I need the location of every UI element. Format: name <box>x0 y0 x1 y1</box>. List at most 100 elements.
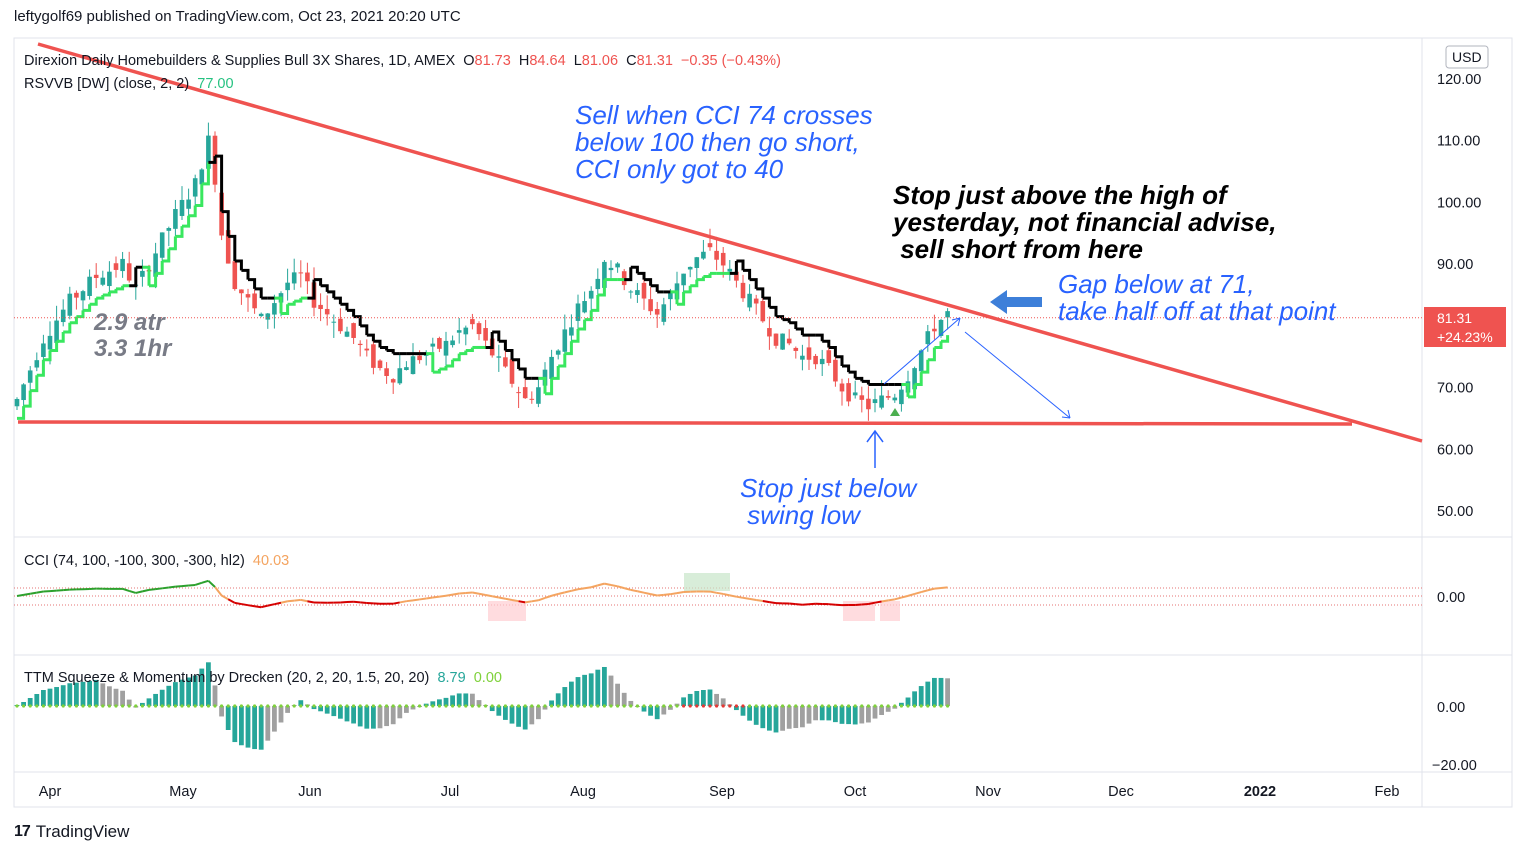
ttm-squeeze-dot <box>913 704 917 708</box>
rsvvb-segment <box>201 162 210 186</box>
rsvvb-segment <box>76 310 85 319</box>
ttm-squeeze-dot <box>833 704 838 708</box>
cci-segment <box>525 600 532 604</box>
rsvvb-segment <box>512 358 521 370</box>
ttm-bar <box>54 687 59 706</box>
cci-segment <box>505 597 513 601</box>
ttm-squeeze-dot <box>418 704 422 708</box>
ttm-squeeze-dot <box>682 704 686 708</box>
tradingview-brand[interactable]: 17 TradingView <box>14 822 129 842</box>
rsvvb-segment <box>545 378 554 396</box>
ttm-squeeze-dot <box>94 704 98 708</box>
ttm-squeeze-dot <box>220 704 224 708</box>
candle-body <box>582 301 587 313</box>
candle-body <box>159 232 165 258</box>
ttm-bar <box>496 706 502 716</box>
candle-body <box>509 359 515 384</box>
ttm-squeeze-dot <box>767 704 772 708</box>
chart-canvas[interactable]: 120.00 110.00 100.00 90.00 70.00 60.00 50.00 US… <box>0 0 1525 815</box>
annotation-text: sell short from here <box>893 234 1143 264</box>
ttm-bar <box>707 689 713 706</box>
rsvvb-segment <box>228 234 237 262</box>
cci-segment <box>756 598 763 603</box>
cci-segment <box>353 600 361 604</box>
ttm-bar <box>608 675 614 706</box>
ttm-bar <box>126 699 132 706</box>
price-tick-label: 120.00 <box>1437 72 1481 88</box>
ohlc-part: H <box>519 53 529 69</box>
ttm-bar <box>938 677 944 706</box>
ttm-bar <box>430 701 436 706</box>
cci-segment <box>30 591 37 595</box>
rsvvb-segment <box>597 279 606 297</box>
cci-segment <box>940 586 948 590</box>
ttm-bar <box>932 677 937 706</box>
ttm-squeeze-dot <box>754 704 758 708</box>
ttm-squeeze-dot <box>589 704 593 708</box>
cci-segment <box>492 595 499 599</box>
ttm-bar <box>74 682 79 706</box>
ttm-squeeze-dot <box>583 704 587 708</box>
ttm-bar <box>734 706 739 711</box>
ttm-bar <box>404 706 409 713</box>
rsvvb-segment <box>360 324 369 336</box>
cci-segment <box>135 590 143 594</box>
ttm-bar <box>410 706 416 710</box>
rsvvb-segment <box>677 291 686 306</box>
candle-body <box>225 230 231 264</box>
cci-segment <box>663 593 671 596</box>
rsvvb-segment <box>637 271 646 280</box>
ttm-bar <box>456 693 462 706</box>
cci-segment <box>934 587 942 590</box>
rsvvb-segment <box>551 365 560 380</box>
ttm-squeeze-dot <box>569 704 574 708</box>
ttm-bar <box>324 706 330 714</box>
ttm-bar <box>344 706 350 722</box>
ttm-squeeze-dot <box>28 704 32 708</box>
ttm-bar <box>232 706 238 743</box>
rsvvb-segment <box>941 335 950 343</box>
ttm-squeeze-dot <box>602 704 607 708</box>
candle-body <box>648 299 653 312</box>
cci-segment <box>459 591 466 595</box>
rsvvb-segment <box>690 279 699 288</box>
ttm-squeeze-dot <box>292 704 296 708</box>
ttm-bar <box>753 706 759 725</box>
ttm-squeeze-dot <box>35 704 39 708</box>
cci-segment <box>729 594 737 598</box>
tradingview-logo-icon: 17 <box>14 823 31 840</box>
ttm-squeeze-dot <box>497 704 501 708</box>
ttm-bar <box>767 706 772 731</box>
candle-body <box>654 309 660 315</box>
rsvvb-segment <box>815 333 824 342</box>
candle-body <box>555 350 561 355</box>
candle-body <box>285 282 290 291</box>
ttm-squeeze-dot <box>800 704 805 708</box>
cci-segment <box>207 580 216 588</box>
candle-body <box>153 253 158 277</box>
rsvvb-segment <box>195 183 204 208</box>
ttm-bar <box>555 693 561 706</box>
ttm-bar <box>582 674 587 706</box>
cci-segment <box>439 594 447 598</box>
ttm-bar <box>331 706 337 717</box>
rsvvb-segment <box>505 349 514 360</box>
ttm-bar <box>826 706 832 721</box>
ttm-squeeze-dot <box>880 704 884 708</box>
last-price-box <box>1424 307 1506 347</box>
candle-body <box>14 398 20 407</box>
ttm-squeeze-dot <box>107 704 111 708</box>
brand-name: TradingView <box>35 822 130 841</box>
ttm-bar <box>668 706 673 710</box>
ttm-squeeze-dot <box>946 704 950 708</box>
ttm-bar <box>536 706 541 720</box>
cci-segment <box>201 579 209 584</box>
candle-body <box>364 348 370 351</box>
ttm-bar <box>701 690 706 706</box>
time-tick-label: 2022 <box>1244 784 1276 800</box>
candle-body <box>918 350 924 372</box>
price-tick-label: 110.00 <box>1437 134 1480 150</box>
annotation-text: Stop just above the high of <box>893 180 1229 210</box>
ttm-squeeze-dot <box>305 704 309 708</box>
rsvvb-segment <box>670 290 679 305</box>
